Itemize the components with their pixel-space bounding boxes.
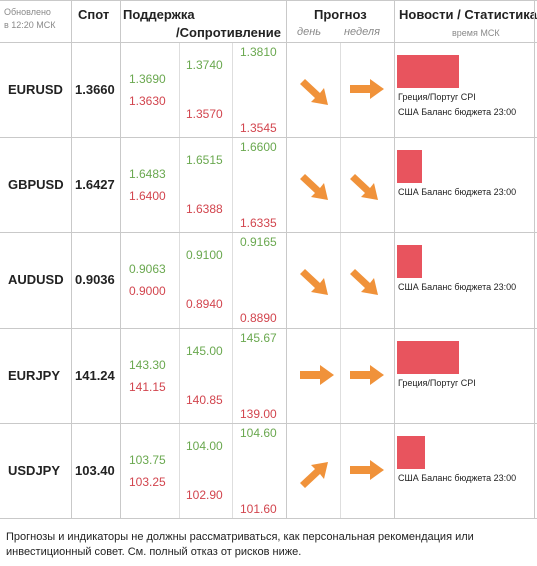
support-upper: 1.6483 [129, 167, 166, 182]
resistance-lower: 102.90 [186, 487, 223, 502]
resistance-lower: 0.8940 [186, 297, 223, 312]
support-upper: 1.3690 [129, 72, 166, 86]
news-item[interactable]: США Баланс бюджета 23:00 [398, 107, 517, 117]
resistance-upper: 0.9100 [186, 248, 223, 263]
right-arrow-icon [350, 79, 384, 104]
updated-line1: Обновлено [4, 7, 51, 17]
down-right-arrow-icon [350, 269, 380, 302]
header-spot: Спот [78, 7, 110, 22]
header-resistance: /Сопротивление [176, 25, 281, 40]
support-lower: 141.15 [129, 379, 166, 394]
range-upper: 0.9165 [240, 235, 277, 250]
range-upper: 145.67 [240, 330, 277, 345]
right-arrow-icon [300, 364, 334, 390]
range-lower: 101.60 [240, 501, 277, 516]
spot-value: 1.6427 [75, 177, 115, 193]
news-item[interactable]: США Баланс бюджета 23:00 [398, 187, 517, 198]
pair-name: EURJPY [8, 367, 61, 383]
support-lower: 0.9000 [129, 284, 166, 299]
news-item[interactable]: Греция/Португ CPI [398, 377, 476, 388]
resistance-upper: 145.00 [186, 343, 223, 358]
range-lower: 139.00 [240, 406, 277, 421]
up-right-arrow-icon [300, 460, 330, 493]
resistance-lower: 1.6388 [186, 202, 223, 217]
resistance-lower: 140.85 [186, 392, 223, 407]
down-right-arrow-icon [300, 174, 330, 207]
pair-name: EURUSD [8, 82, 63, 97]
resistance-upper: 104.00 [186, 438, 223, 453]
spot-value: 103.40 [75, 462, 115, 478]
row-divider [0, 423, 537, 424]
spot-value: 1.3660 [75, 82, 115, 97]
header-forecast: Прогноз [314, 7, 367, 22]
updated-label: Обновлено в 12:20 МСК [4, 6, 70, 32]
news-item[interactable]: Греция/Португ CPI [398, 92, 476, 102]
spot-value: 0.9036 [75, 272, 115, 288]
news-importance-bar [397, 55, 459, 88]
resistance-upper: 1.3740 [186, 58, 223, 72]
range-lower: 1.6335 [240, 216, 277, 231]
news-importance-bar [397, 150, 422, 184]
pair-name: USDJPY [8, 462, 61, 478]
header-day: день [297, 26, 322, 38]
header-week: неделя [344, 26, 380, 38]
row-divider [0, 137, 537, 138]
support-lower: 1.6400 [129, 189, 166, 204]
news-importance-bar [397, 435, 425, 469]
support-upper: 0.9063 [129, 262, 166, 277]
support-upper: 103.75 [129, 452, 166, 467]
support-lower: 1.3630 [129, 94, 166, 108]
header-news: Новости / Статистика [399, 7, 537, 22]
pair-name: AUDUSD [8, 272, 64, 288]
resistance-upper: 1.6515 [186, 153, 223, 168]
disclaimer-text: Прогнозы и индикаторы не должны рассматр… [6, 531, 474, 558]
spot-value: 141.24 [75, 367, 115, 383]
support-upper: 143.30 [129, 357, 166, 372]
updated-line2: в 12:20 МСК [4, 20, 56, 30]
range-lower: 0.8890 [240, 311, 277, 326]
row-divider [0, 328, 537, 329]
row-divider [0, 518, 537, 519]
news-item[interactable]: США Баланс бюджета 23:00 [398, 282, 517, 293]
news-importance-bar [397, 245, 422, 279]
news-item[interactable]: США Баланс бюджета 23:00 [398, 472, 517, 483]
right-arrow-icon [350, 459, 384, 485]
header-support: Поддержка [123, 7, 195, 22]
header-time-note: время МСК [452, 28, 500, 38]
row-divider [0, 232, 537, 233]
down-right-arrow-icon [350, 174, 380, 207]
down-right-arrow-icon [300, 269, 330, 302]
support-lower: 103.25 [129, 474, 166, 489]
resistance-lower: 1.3570 [186, 107, 223, 121]
pair-name: GBPUSD [8, 177, 64, 193]
right-arrow-icon [350, 364, 384, 390]
down-right-arrow-icon [300, 79, 330, 112]
forex-table: Обновлено в 12:20 МСК Спот Поддержка /Со… [0, 0, 537, 519]
news-importance-bar [397, 340, 459, 374]
range-upper: 104.60 [240, 425, 277, 440]
range-upper: 1.3810 [240, 45, 277, 59]
range-lower: 1.3545 [240, 121, 277, 135]
range-upper: 1.6600 [240, 140, 277, 155]
